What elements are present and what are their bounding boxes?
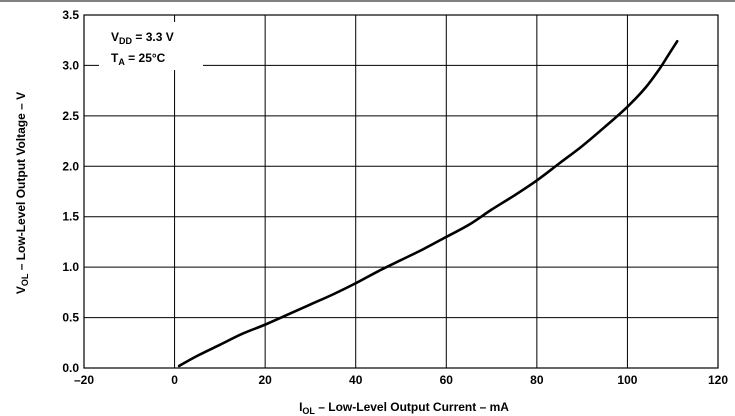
y-tick-label: 3.0: [62, 58, 79, 72]
y-tick-label: 1.0: [62, 260, 79, 274]
x-axis-label: IOL – Low-Level Output Current – mA: [299, 400, 509, 416]
x-tick-label: 60: [440, 373, 454, 387]
y-tick-label: 0.5: [62, 311, 79, 325]
annotation-vdd: VDD = 3.3 V: [111, 30, 174, 46]
x-tick-label: 120: [708, 373, 728, 387]
x-tick-label: 20: [258, 373, 272, 387]
plot-frame: [83, 14, 719, 369]
x-tick-label: 40: [349, 373, 363, 387]
y-tick-label: 2.0: [62, 159, 79, 173]
y-tick-label: 2.5: [62, 109, 79, 123]
y-tick-labels: 0.0 0.5 1.0 1.5 2.0 2.5 3.0 3.5: [62, 8, 79, 375]
series-layer: [177, 39, 679, 368]
y-tick-label: 0.0: [62, 361, 79, 375]
y-axis-label: VOL – Low-Level Output Voltage – V: [14, 92, 30, 294]
x-tick-label: 0: [171, 373, 178, 387]
y-tick-label: 1.5: [62, 210, 79, 224]
x-tick-labels: –20 0 20 40 60 80 100 120: [74, 373, 728, 387]
y-tick-label: 3.5: [62, 8, 79, 22]
x-tick-label: –20: [74, 373, 94, 387]
x-tick-label: 100: [617, 373, 637, 387]
x-tick-label: 80: [530, 373, 544, 387]
annotation-ta: TA = 25°C: [111, 51, 166, 67]
annotation-box: [99, 22, 203, 70]
series-line-0: [177, 39, 679, 368]
